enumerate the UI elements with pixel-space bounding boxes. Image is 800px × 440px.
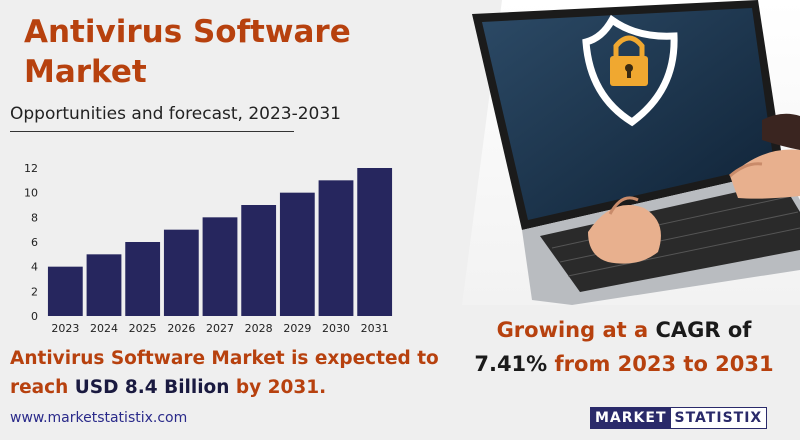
tagline-highlight: USD 8.4 Billion bbox=[74, 377, 230, 398]
bar-2025 bbox=[125, 242, 161, 316]
y-tick-label: 0 bbox=[31, 310, 38, 323]
bar-2028 bbox=[241, 205, 277, 316]
y-tick-label: 2 bbox=[31, 285, 38, 298]
x-tick-label: 2026 bbox=[167, 322, 195, 335]
bar-chart: 0 2 4 6 8 10 12 2023 2024 2025 2026 2027 2028 2029 203… bbox=[24, 162, 393, 335]
y-tick-label: 4 bbox=[31, 261, 38, 274]
bar-2030 bbox=[318, 180, 354, 316]
x-tick-label: 2029 bbox=[283, 322, 311, 335]
x-tick-label: 2025 bbox=[129, 322, 157, 335]
bar-2023 bbox=[47, 266, 83, 316]
bar-2027 bbox=[202, 217, 238, 316]
cagr-text: Growing at a CAGR of 7.41% from 2023 to 2… bbox=[448, 313, 800, 381]
tagline-part2: by 2031. bbox=[229, 377, 327, 398]
page-subtitle: Opportunities and forecast, 2023-2031 bbox=[10, 104, 342, 124]
x-tick-label: 2024 bbox=[90, 322, 118, 335]
market-forecast-text: Antivirus Software Market is expected to… bbox=[10, 344, 450, 402]
x-tick-label: 2030 bbox=[322, 322, 350, 335]
bar-2029 bbox=[279, 192, 315, 316]
x-tick-label: 2027 bbox=[206, 322, 234, 335]
logo-left: MARKET bbox=[591, 408, 671, 428]
subtitle-underline bbox=[10, 131, 294, 132]
y-tick-label: 10 bbox=[24, 187, 38, 200]
x-tick-label: 2028 bbox=[245, 322, 273, 335]
cagr-part1: Growing at a bbox=[496, 318, 656, 342]
market-statistix-logo: MARKET STATISTIX bbox=[590, 407, 768, 429]
tagline-part1: Antivirus Software Market is expected to… bbox=[10, 348, 439, 398]
bar-2026 bbox=[163, 229, 199, 316]
y-tick-label: 12 bbox=[24, 162, 38, 175]
cagr-highlight2: 7.41% bbox=[474, 352, 548, 376]
cagr-highlight1: CAGR of bbox=[655, 318, 752, 342]
shield-lock-icon bbox=[582, 14, 678, 127]
bar-2024 bbox=[86, 254, 122, 316]
cagr-part2: from 2023 to 2031 bbox=[547, 352, 774, 376]
y-tick-label: 8 bbox=[31, 211, 38, 224]
y-tick-label: 6 bbox=[31, 236, 38, 249]
laptop-security-photo bbox=[462, 0, 800, 305]
logo-right: STATISTIX bbox=[670, 408, 767, 428]
website-url[interactable]: www.marketstatistix.com bbox=[10, 410, 188, 426]
bar-2031 bbox=[357, 168, 393, 316]
page-title: Antivirus Software Market bbox=[24, 14, 351, 90]
x-tick-label: 2031 bbox=[361, 322, 389, 335]
x-tick-label: 2023 bbox=[51, 322, 79, 335]
